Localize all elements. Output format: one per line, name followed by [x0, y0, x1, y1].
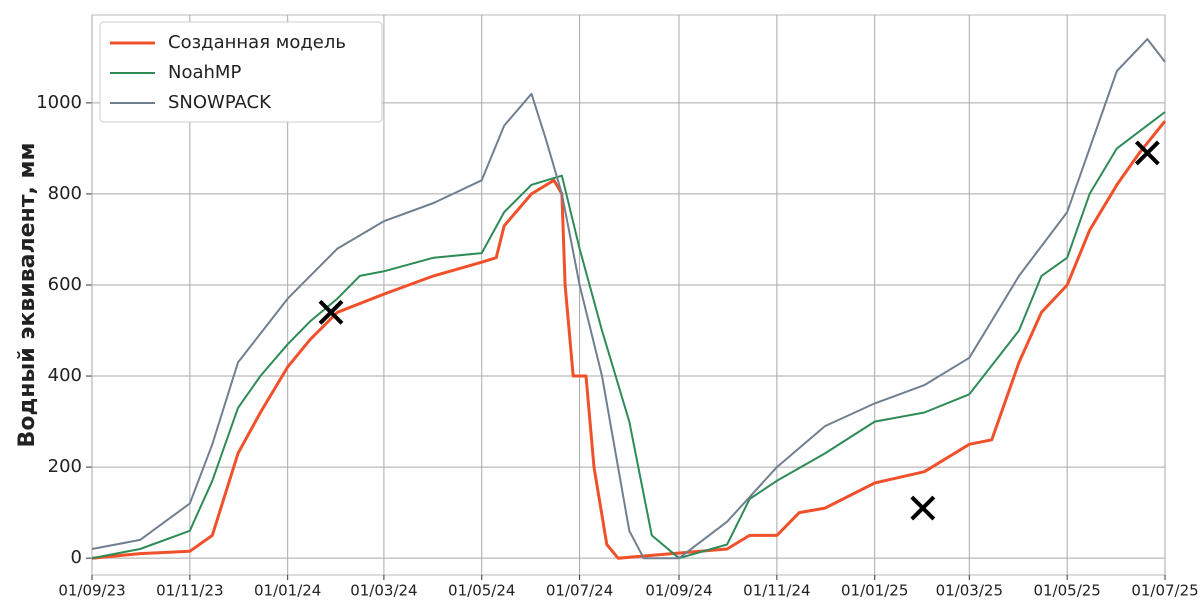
legend-label: NoahMP: [168, 62, 241, 83]
y-tick-label: 600: [48, 274, 82, 295]
observation-marker: [910, 495, 936, 521]
x-tick-label: 01/05/25: [1033, 582, 1100, 600]
x-tick-label: 01/03/24: [350, 582, 417, 600]
observation-marker: [318, 299, 344, 325]
y-axis-label: Водный эквивалент, мм: [15, 143, 40, 448]
x-tick-label: 01/01/24: [254, 582, 321, 600]
x-tick-label: 01/07/25: [1131, 582, 1198, 600]
series-line: [91, 111, 1166, 560]
x-tick-label: 01/09/23: [58, 582, 125, 600]
x-tick-label: 01/09/24: [645, 582, 712, 600]
x-tick-label: 01/11/23: [156, 582, 223, 600]
y-tick-label: 0: [71, 547, 82, 568]
y-tick-label: 1000: [36, 92, 82, 113]
legend-box: [99, 21, 383, 123]
legend-label: SNOWPACK: [168, 92, 272, 113]
x-tick-label: 01/11/24: [743, 582, 810, 600]
x-tick-label: 01/03/25: [936, 582, 1003, 600]
y-tick-label: 400: [48, 365, 82, 386]
x-tick-label: 01/07/24: [546, 582, 613, 600]
y-tick-label: 800: [48, 183, 82, 204]
legend-label: Созданная модель: [168, 32, 346, 53]
y-tick-label: 200: [48, 456, 82, 477]
legend: Созданная модель NoahMP SNOWPACK: [99, 21, 383, 123]
series-line: [91, 120, 1167, 560]
x-tick-label: 01/01/25: [841, 582, 908, 600]
observation-marker: [1134, 140, 1160, 166]
marker-stroke: [910, 495, 936, 521]
marker-stroke: [1134, 140, 1160, 166]
marker-stroke: [318, 299, 344, 325]
x-tick-label: 01/05/24: [448, 582, 515, 600]
series-line: [91, 38, 1166, 560]
